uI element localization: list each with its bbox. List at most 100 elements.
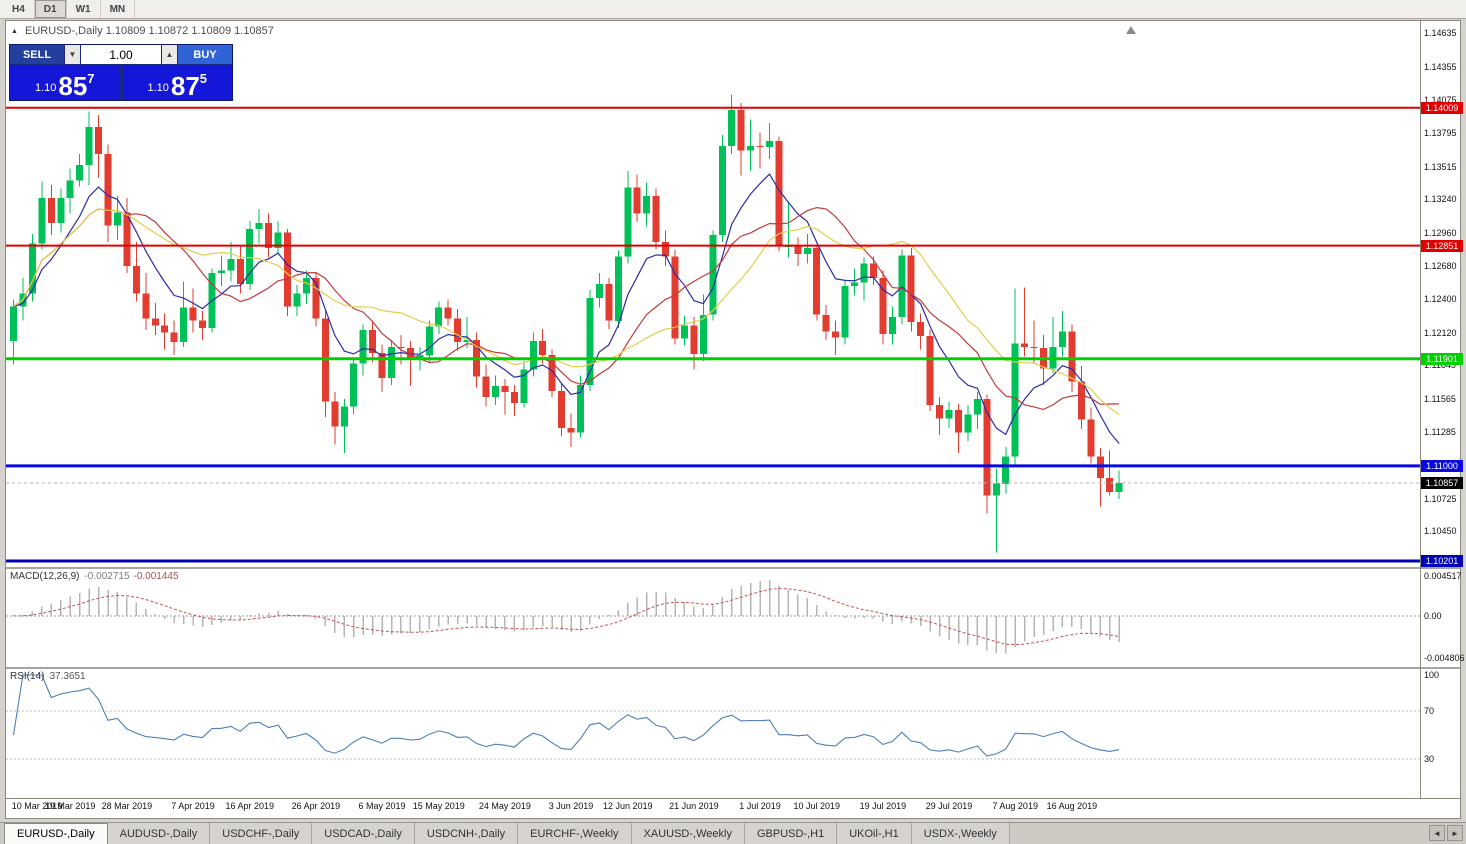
sell-price-big: 85 xyxy=(58,70,88,101)
buy-button[interactable]: BUY xyxy=(178,45,232,64)
date-label: 21 Jun 2019 xyxy=(669,801,719,811)
hline-price-label: 1.12851 xyxy=(1421,239,1463,252)
sell-button[interactable]: SELL xyxy=(10,45,64,64)
rsi-label: RSI(14) 37.3651 xyxy=(10,671,86,682)
price-tick: 1.13515 xyxy=(1424,161,1457,172)
chart-tab-ukoil-h1[interactable]: UKOil-,H1 xyxy=(837,823,912,844)
buy-price-display[interactable]: 1.10 87 5 xyxy=(122,65,232,101)
rsi-line xyxy=(12,674,1120,757)
price-tick: 1.12400 xyxy=(1424,294,1457,305)
chart-title: ▲ EURUSD-,Daily 1.10809 1.10872 1.10809 … xyxy=(11,25,274,37)
tab-scroll-left-button[interactable]: ◄ xyxy=(1429,825,1445,841)
date-label: 29 Jul 2019 xyxy=(925,801,973,811)
chart-tab-usdx-weekly[interactable]: USDX-,Weekly xyxy=(911,823,1010,844)
price-tick: 1.10450 xyxy=(1424,526,1457,537)
timeframe-mn-button[interactable]: MN xyxy=(101,0,136,18)
macd-signal-line xyxy=(13,587,1120,646)
timeframe-w1-button[interactable]: W1 xyxy=(67,0,101,18)
price-tick: 1.14355 xyxy=(1424,61,1457,72)
chart-window xyxy=(5,20,1461,819)
macd-axis-label: 0.00 xyxy=(1424,611,1442,621)
timeframe-h4-button[interactable]: H4 xyxy=(3,0,35,18)
chart-tab-usdchf-daily[interactable]: USDCHF-,Daily xyxy=(210,823,313,844)
hline-price-label: 1.11000 xyxy=(1421,459,1463,472)
sell-price-prefix: 1.10 xyxy=(34,82,57,94)
one-click-trading-panel: SELL ▼ 1.00 ▲ BUY 1.10 85 7 1.10 87 5 xyxy=(9,44,233,101)
date-label: 26 Apr 2019 xyxy=(291,801,341,811)
hline-price-label: 1.11901 xyxy=(1421,352,1463,365)
rsi-axis-label: 100 xyxy=(1424,670,1440,680)
hline-price-label: 1.14009 xyxy=(1421,101,1463,114)
date-label: 6 May 2019 xyxy=(358,801,406,811)
rsi-axis-label: 70 xyxy=(1424,706,1435,716)
price-axis-border xyxy=(1420,21,1421,798)
macd-signal-value: -0.001445 xyxy=(133,571,179,582)
rsi-axis-label: 30 xyxy=(1424,754,1435,764)
trade-panel-controls: SELL ▼ 1.00 ▲ BUY xyxy=(10,45,232,64)
date-label: 1 Jul 2019 xyxy=(739,801,781,811)
moving-average-21[interactable] xyxy=(13,208,1120,416)
price-tick: 1.14635 xyxy=(1424,28,1457,39)
price-tick: 1.12960 xyxy=(1424,227,1457,238)
volume-decrease-button[interactable]: ▼ xyxy=(65,45,80,64)
price-tick: 1.11285 xyxy=(1424,426,1456,437)
trade-panel-prices: 1.10 85 7 1.10 87 5 xyxy=(10,65,232,100)
chart-tab-usdcad-daily[interactable]: USDCAD-,Daily xyxy=(312,823,415,844)
chart-ohlc-values: 1.10809 1.10872 1.10809 1.10857 xyxy=(105,25,274,37)
date-label: 10 Mar 2019 xyxy=(11,801,63,811)
volume-increase-button[interactable]: ▲ xyxy=(162,45,177,64)
buy-price-big: 87 xyxy=(170,70,200,101)
chart-tab-usdcnh-daily[interactable]: USDCNH-,Daily xyxy=(414,823,519,844)
macd-name: MACD(12,26,9) xyxy=(10,571,80,582)
macd-rsi-splitter[interactable] xyxy=(6,667,1460,669)
price-tick: 1.13795 xyxy=(1424,128,1457,139)
main-candlestick-chart[interactable] xyxy=(6,21,1420,567)
current-price-label: 1.10857 xyxy=(1421,476,1463,489)
date-label: 19 Jul 2019 xyxy=(859,801,907,811)
rsi-indicator-chart[interactable] xyxy=(6,669,1420,798)
price-tick: 1.10725 xyxy=(1424,493,1457,504)
macd-label: MACD(12,26,9) -0.002715 -0.001445 xyxy=(10,571,179,582)
chart-symbol-label: EURUSD-,Daily xyxy=(25,25,103,37)
date-label: 12 Jun 2019 xyxy=(602,801,653,811)
macd-axis-label: 0.004517 xyxy=(1424,571,1462,582)
sell-price-pip: 7 xyxy=(87,71,95,86)
rsi-name: RSI(14) xyxy=(10,671,45,682)
date-label: 7 Aug 2019 xyxy=(992,801,1038,811)
price-tick: 1.11845 xyxy=(1424,360,1456,371)
chart-tab-eurchf-weekly[interactable]: EURCHF-,Weekly xyxy=(518,823,632,844)
price-tick: 1.12680 xyxy=(1424,260,1457,271)
collapse-trade-panel-icon[interactable]: ▲ xyxy=(11,28,18,35)
date-label: 3 Jun 2019 xyxy=(548,801,594,811)
date-label: 28 Mar 2019 xyxy=(101,801,153,811)
macd-axis-label: -0.004806 xyxy=(1424,653,1465,664)
macd-indicator-chart[interactable] xyxy=(6,569,1420,667)
date-label: 15 May 2019 xyxy=(412,801,465,811)
date-label: 24 May 2019 xyxy=(478,801,531,811)
moving-average-8[interactable] xyxy=(13,173,1120,444)
volume-input[interactable]: 1.00 xyxy=(81,45,161,64)
macd-main-value: -0.002715 xyxy=(84,571,130,582)
tab-scroll-right-button[interactable]: ► xyxy=(1447,825,1463,841)
chart-tab-audusd-daily[interactable]: AUDUSD-,Daily xyxy=(107,823,211,844)
chart-tab-bar: EURUSD-,Daily AUDUSD-,Daily USDCHF-,Daily U… xyxy=(0,822,1466,844)
main-macd-splitter[interactable] xyxy=(6,567,1460,569)
price-tick: 1.13240 xyxy=(1424,194,1457,205)
time-axis-border xyxy=(6,798,1460,799)
chart-tab-xauusd-weekly[interactable]: XAUUSD-,Weekly xyxy=(631,823,745,844)
date-label: 7 Apr 2019 xyxy=(171,801,215,811)
tab-scroll-buttons: ◄ ► xyxy=(1429,825,1463,841)
date-label: 16 Aug 2019 xyxy=(1046,801,1098,811)
hline-price-label: 1.10201 xyxy=(1421,554,1463,567)
date-label: 16 Apr 2019 xyxy=(225,801,275,811)
chart-tab-gbpusd-h1[interactable]: GBPUSD-,H1 xyxy=(744,823,838,844)
sell-price-display[interactable]: 1.10 85 7 xyxy=(10,65,120,100)
candles-layer xyxy=(10,94,1123,553)
moving-average-13[interactable] xyxy=(13,206,1120,411)
chart-tab-eurusd-daily[interactable]: EURUSD-,Daily xyxy=(4,823,108,844)
date-label: 19 Mar 2019 xyxy=(44,801,96,811)
chart-shift-marker-icon[interactable] xyxy=(1126,26,1136,34)
timeframe-d1-button[interactable]: D1 xyxy=(34,0,67,18)
price-tick: 1.12120 xyxy=(1424,327,1457,338)
